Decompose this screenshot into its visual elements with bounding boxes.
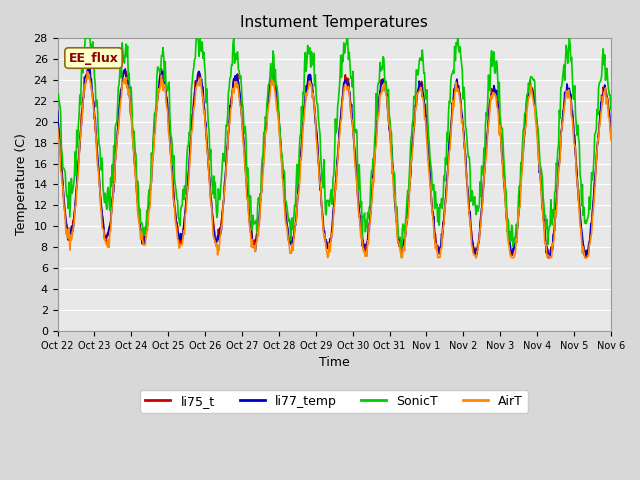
Text: EE_flux: EE_flux: [68, 51, 118, 64]
Legend: li75_t, li77_temp, SonicT, AirT: li75_t, li77_temp, SonicT, AirT: [140, 390, 528, 413]
Title: Instument Temperatures: Instument Temperatures: [240, 15, 428, 30]
X-axis label: Time: Time: [319, 356, 349, 369]
Y-axis label: Temperature (C): Temperature (C): [15, 133, 28, 235]
